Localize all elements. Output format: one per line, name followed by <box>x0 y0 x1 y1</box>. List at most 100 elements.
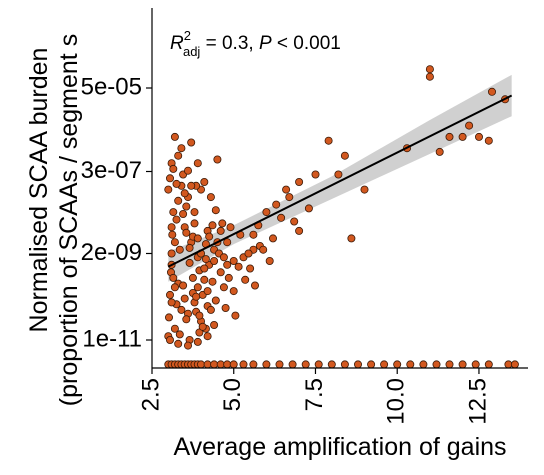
data-point <box>340 151 349 160</box>
data-point <box>290 217 299 226</box>
data-point <box>445 132 454 141</box>
data-point <box>193 234 202 243</box>
data-point <box>301 360 310 369</box>
data-point <box>180 189 189 198</box>
r-symbol: R <box>170 33 184 54</box>
data-point <box>223 238 232 247</box>
data-point <box>169 164 178 173</box>
data-point <box>435 147 444 156</box>
data-point <box>206 193 215 202</box>
data-point <box>170 132 179 141</box>
data-point <box>165 335 174 344</box>
data-point <box>187 181 196 190</box>
data-point <box>239 360 248 369</box>
confidence-band <box>168 74 512 282</box>
data-point <box>432 360 441 369</box>
data-point <box>304 204 313 213</box>
data-point <box>167 223 176 232</box>
data-point <box>180 294 189 303</box>
data-point <box>327 360 336 369</box>
y-tick-label: 3e-07 <box>81 157 142 184</box>
data-point <box>174 196 183 205</box>
data-point <box>174 151 183 160</box>
data-point <box>187 138 196 147</box>
data-point <box>219 253 228 262</box>
data-point <box>224 273 233 282</box>
data-point <box>183 166 192 175</box>
data-point <box>406 360 415 369</box>
data-point <box>445 360 454 369</box>
data-point <box>288 360 297 369</box>
regression-line-layer <box>167 94 513 268</box>
data-point <box>231 311 240 320</box>
data-point <box>419 360 428 369</box>
data-point <box>193 283 202 292</box>
y-tick-label: 5e-05 <box>81 73 142 100</box>
data-point <box>272 200 281 209</box>
data-point <box>200 177 209 186</box>
data-point <box>285 193 294 202</box>
data-point <box>295 177 304 186</box>
x-tick-label: 5.0 <box>219 378 246 411</box>
axes-layer <box>151 8 528 369</box>
data-point <box>241 275 250 284</box>
data-point <box>487 87 496 96</box>
data-point <box>165 290 174 299</box>
data-point <box>170 324 179 333</box>
data-point <box>167 298 176 307</box>
data-point <box>425 65 434 74</box>
data-point <box>198 322 207 331</box>
confidence-band-layer <box>168 74 512 282</box>
x-axis-title: Average amplification of gains <box>173 433 506 461</box>
regression-line <box>167 94 513 268</box>
data-point <box>216 268 225 277</box>
data-point <box>185 258 194 267</box>
data-point <box>219 283 228 292</box>
data-point <box>208 277 217 286</box>
data-point <box>205 232 214 241</box>
data-point <box>262 208 271 217</box>
data-point <box>164 185 173 194</box>
data-point <box>229 256 238 265</box>
data-point <box>213 155 222 164</box>
data-point <box>249 360 258 369</box>
data-point <box>510 360 519 369</box>
x-tick-label: 2.5 <box>137 378 164 411</box>
data-point <box>169 208 178 217</box>
x-tick-label: 12.5 <box>464 378 491 425</box>
data-point <box>249 230 258 239</box>
data-point <box>203 287 212 296</box>
data-point <box>195 311 204 320</box>
data-point <box>190 208 199 217</box>
data-point <box>169 273 178 282</box>
data-point <box>211 206 220 215</box>
data-point <box>425 72 434 81</box>
data-point <box>206 305 215 314</box>
data-point <box>226 223 235 232</box>
data-point <box>193 337 202 346</box>
data-point <box>210 320 219 329</box>
data-point <box>174 339 183 348</box>
data-point <box>179 209 188 218</box>
data-point <box>170 238 179 247</box>
points-layer <box>164 65 519 369</box>
data-point <box>250 281 259 290</box>
data-point <box>295 226 304 235</box>
r-superscript: 2 <box>184 28 191 43</box>
data-point <box>196 360 205 369</box>
ticks-layer: 2.5 5.0 7.5 10.0 12.5 1e-11 2e-09 3e-07 5e-05 <box>81 73 492 424</box>
data-point <box>188 273 197 282</box>
data-point <box>277 213 286 222</box>
data-point <box>353 360 362 369</box>
data-point <box>170 283 179 292</box>
data-point <box>393 360 402 369</box>
data-point <box>229 287 238 296</box>
data-point <box>223 260 232 269</box>
data-point <box>275 360 284 369</box>
data-point <box>268 234 277 243</box>
data-point <box>471 360 480 369</box>
y-axis-title-line2: (proportion of SCAAs / segment s <box>55 34 83 406</box>
data-point <box>380 360 389 369</box>
r-value-text: = 0.3, <box>200 33 259 54</box>
